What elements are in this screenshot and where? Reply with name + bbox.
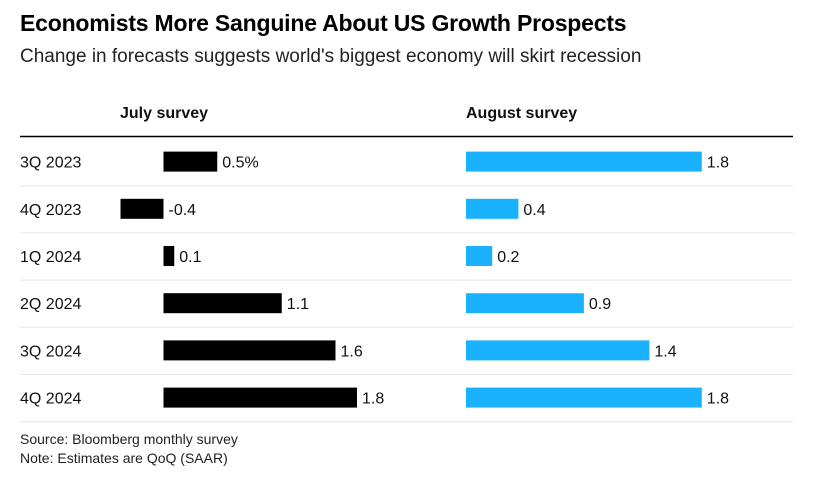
bar-august bbox=[466, 151, 702, 172]
data-label-august: 0.9 bbox=[589, 296, 611, 313]
bar-july bbox=[163, 293, 282, 314]
category-label: 1Q 2024 bbox=[20, 249, 81, 266]
bar-july bbox=[163, 387, 357, 408]
bar-august bbox=[466, 246, 493, 266]
bar-july bbox=[120, 198, 164, 219]
bar-july bbox=[163, 246, 175, 266]
category-label: 2Q 2024 bbox=[20, 296, 81, 313]
bar-july bbox=[163, 340, 336, 361]
data-label-july: 0.5% bbox=[222, 155, 258, 172]
bar-august bbox=[466, 340, 650, 361]
data-label-august: 1.8 bbox=[707, 391, 729, 408]
data-label-july: 1.8 bbox=[362, 391, 384, 408]
data-label-july: 1.1 bbox=[287, 296, 309, 313]
estimate-note: Note: Estimates are QoQ (SAAR) bbox=[20, 450, 228, 466]
source-note: Source: Bloomberg monthly survey bbox=[20, 431, 238, 447]
category-label: 4Q 2024 bbox=[20, 391, 81, 408]
data-label-august: 1.8 bbox=[707, 155, 729, 172]
data-label-august: 1.4 bbox=[654, 343, 676, 360]
category-label: 3Q 2023 bbox=[20, 155, 81, 172]
chart-title: Economists More Sanguine About US Growth… bbox=[20, 10, 627, 36]
bar-august bbox=[466, 198, 519, 219]
chart-subtitle: Change in forecasts suggests world's big… bbox=[20, 46, 642, 67]
bar-august bbox=[466, 293, 584, 314]
panel-header-july: July survey bbox=[120, 105, 208, 122]
bar-july bbox=[163, 151, 218, 172]
data-label-july: 0.1 bbox=[179, 249, 201, 266]
data-label-july: -0.4 bbox=[169, 202, 197, 219]
data-label-august: 0.2 bbox=[497, 249, 519, 266]
category-label: 4Q 2023 bbox=[20, 202, 81, 219]
panel-header-august: August survey bbox=[466, 105, 577, 122]
data-label-august: 0.4 bbox=[523, 202, 545, 219]
category-label: 3Q 2024 bbox=[20, 343, 81, 360]
bar-august bbox=[466, 387, 702, 408]
data-label-july: 1.6 bbox=[341, 343, 363, 360]
